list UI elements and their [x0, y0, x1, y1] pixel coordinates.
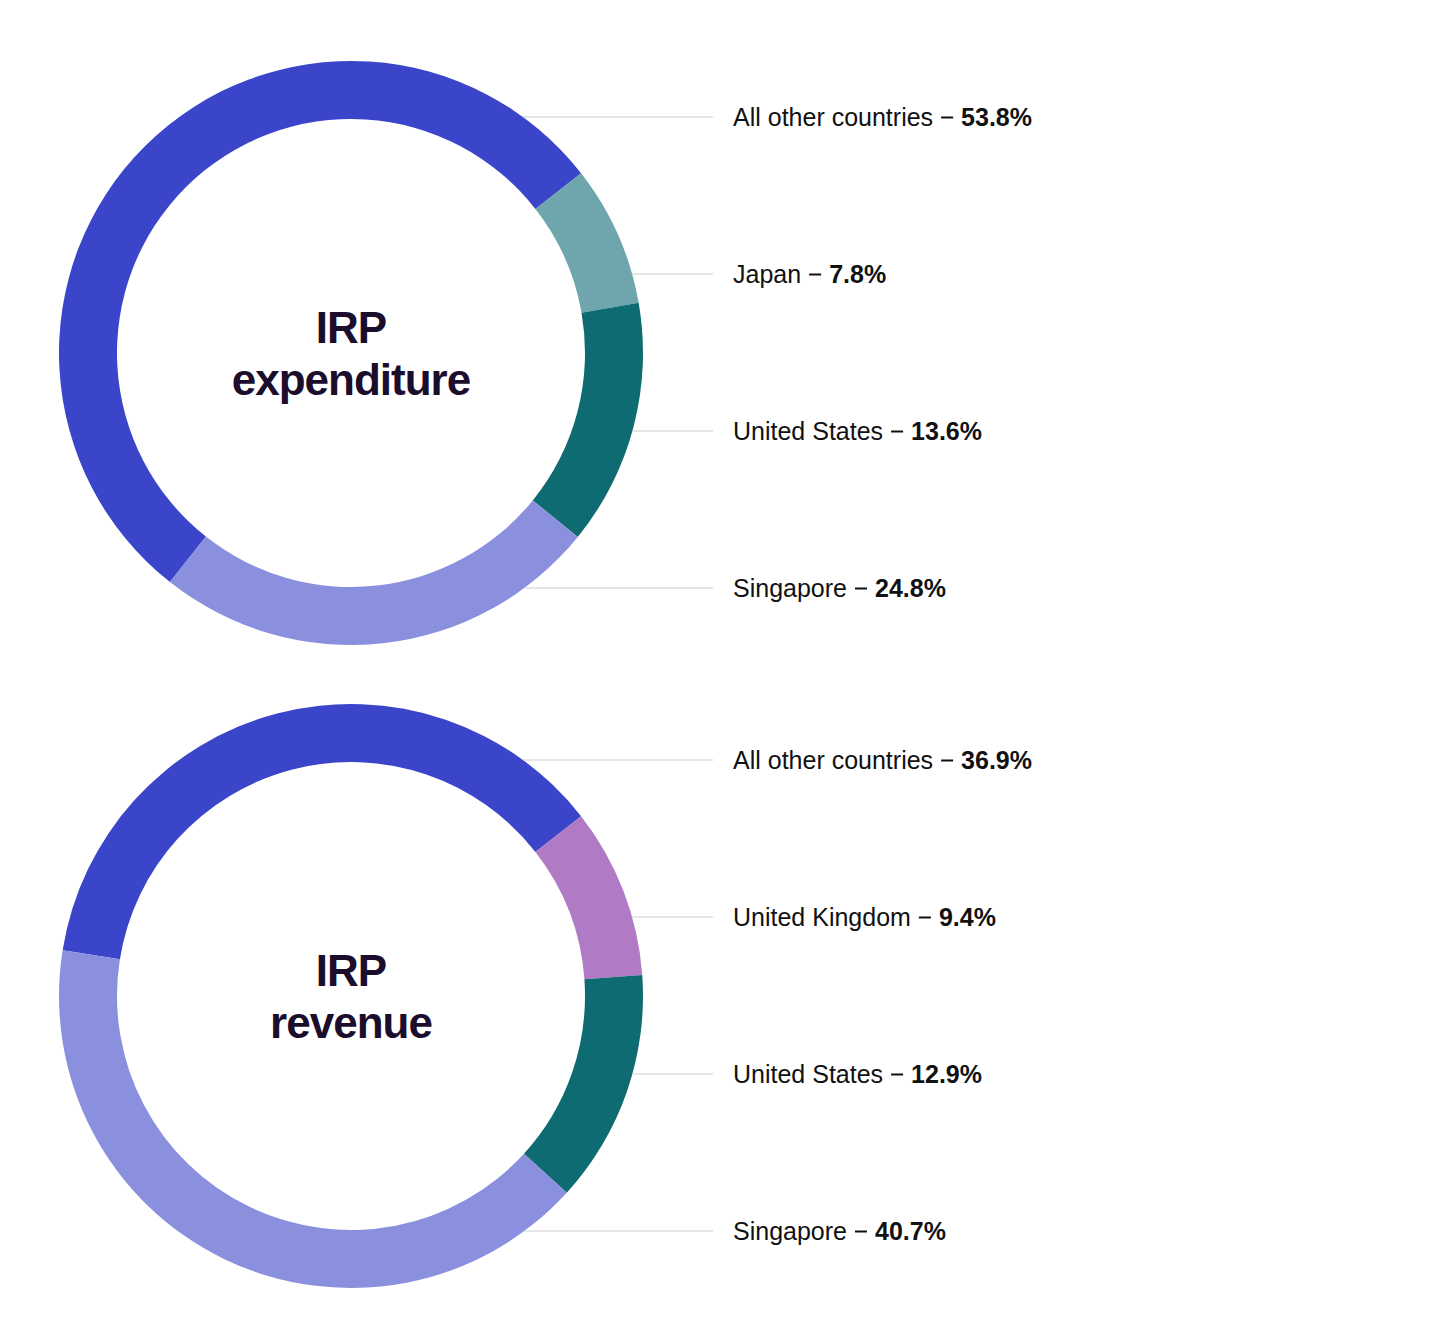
leader-line	[524, 588, 713, 589]
donut-slice	[533, 303, 643, 537]
leader-line	[632, 431, 713, 432]
leader-line	[632, 274, 713, 275]
value-label: 12.9%	[911, 1060, 982, 1088]
canvas: IRPexpenditureAll other countries53.8%Ja…	[0, 0, 1436, 1334]
separator-dash	[855, 588, 867, 590]
donut-chart: IRPrevenue All other countries 36.9% United…	[59, 704, 1032, 1288]
leader-line	[523, 760, 713, 761]
donut-slice	[524, 975, 643, 1193]
category-label: All other countries	[733, 746, 933, 774]
donut-slice	[63, 704, 581, 959]
donut-slice	[535, 816, 642, 979]
donut-chart: IRPexpenditure All other countries 53.8% Ja…	[59, 61, 1032, 645]
category-label: Singapore	[733, 574, 847, 602]
category-label: United Kingdom	[733, 903, 911, 931]
category-label: Japan	[733, 260, 801, 288]
category-label: United States	[733, 1060, 883, 1088]
separator-dash	[941, 760, 953, 762]
leader-line	[632, 1074, 713, 1075]
category-label: All other countries	[733, 103, 933, 131]
leader-line	[523, 117, 713, 118]
separator-dash	[941, 117, 953, 119]
donut-slice	[59, 950, 567, 1288]
value-label: 24.8%	[875, 574, 946, 602]
donut-slice	[170, 500, 578, 645]
separator-dash	[891, 431, 903, 433]
separator-dash	[809, 274, 821, 276]
chart-title: revenue	[270, 998, 432, 1047]
chart-title: IRP	[316, 946, 386, 995]
value-label: 13.6%	[911, 417, 982, 445]
leader-line	[524, 1231, 713, 1232]
separator-dash	[891, 1074, 903, 1076]
leader-line	[632, 917, 713, 918]
chart-title: IRP	[316, 303, 386, 352]
category-label: Singapore	[733, 1217, 847, 1245]
value-label: 40.7%	[875, 1217, 946, 1245]
value-label: 7.8%	[829, 260, 886, 288]
value-label: 36.9%	[961, 746, 1032, 774]
separator-dash	[919, 917, 931, 919]
donut-slice	[535, 173, 638, 312]
separator-dash	[855, 1231, 867, 1233]
category-label: United States	[733, 417, 883, 445]
donut-slice	[59, 61, 581, 582]
value-label: 9.4%	[939, 903, 996, 931]
value-label: 53.8%	[961, 103, 1032, 131]
chart-title: expenditure	[232, 355, 470, 404]
